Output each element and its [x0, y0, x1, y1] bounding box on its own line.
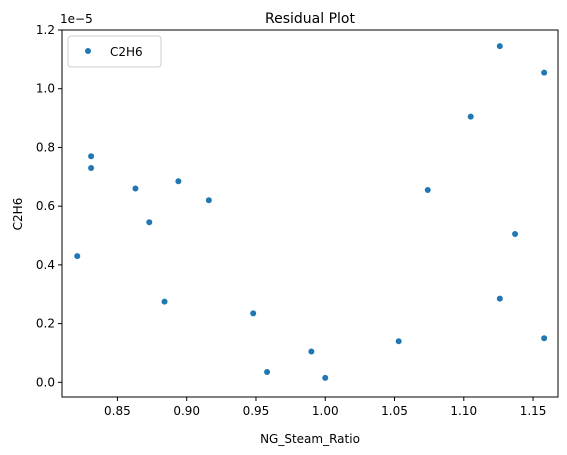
y-axis-label: C2H6 [11, 198, 25, 231]
data-point [88, 164, 95, 171]
data-point [541, 335, 548, 342]
y-tick-label: 0.4 [36, 258, 55, 272]
x-tick-label: 0.90 [173, 404, 200, 418]
x-tick-label: 1.15 [520, 404, 547, 418]
y-tick-label: 0.8 [36, 140, 55, 154]
y-tick-label: 0.6 [36, 199, 55, 213]
data-point [74, 253, 81, 260]
data-point [250, 310, 257, 317]
data-point [424, 187, 431, 194]
legend-label: C2H6 [110, 45, 143, 59]
x-tick-label: 1.05 [381, 404, 408, 418]
data-point [88, 153, 95, 160]
x-tick-label: 1.00 [312, 404, 339, 418]
legend: C2H6 [67, 35, 162, 68]
x-tick-label: 0.95 [243, 404, 270, 418]
y-tick-label: 0.0 [36, 375, 55, 389]
y-tick-label: 1.0 [36, 82, 55, 96]
x-tick-label: 0.85 [104, 404, 131, 418]
x-tick-label: 1.10 [450, 404, 477, 418]
x-axis-label: NG_Steam_Ratio [260, 432, 360, 446]
data-point [467, 113, 474, 120]
data-point [496, 295, 503, 302]
y-offset-label: 1e−5 [60, 12, 93, 26]
plot-frame [61, 29, 559, 398]
data-point [146, 219, 153, 226]
data-point [132, 185, 139, 192]
chart-title: Residual Plot [265, 11, 355, 27]
legend-box [67, 35, 162, 68]
data-point [541, 69, 548, 76]
y-tick-label: 0.2 [36, 317, 55, 331]
data-point [512, 231, 519, 238]
data-point [395, 338, 402, 345]
data-point [161, 298, 168, 305]
data-point [308, 348, 315, 355]
data-point [496, 43, 503, 50]
data-point [175, 178, 182, 185]
data-point [264, 369, 271, 376]
plot-area: 0.85 0.90 0.95 1.00 1.05 1.10 1.15 0.0 0.2 0.4 0.6… [36, 23, 548, 418]
y-tick-label: 1.2 [36, 23, 55, 37]
data-point [205, 197, 212, 204]
data-point [322, 374, 329, 381]
legend-marker [85, 48, 91, 54]
